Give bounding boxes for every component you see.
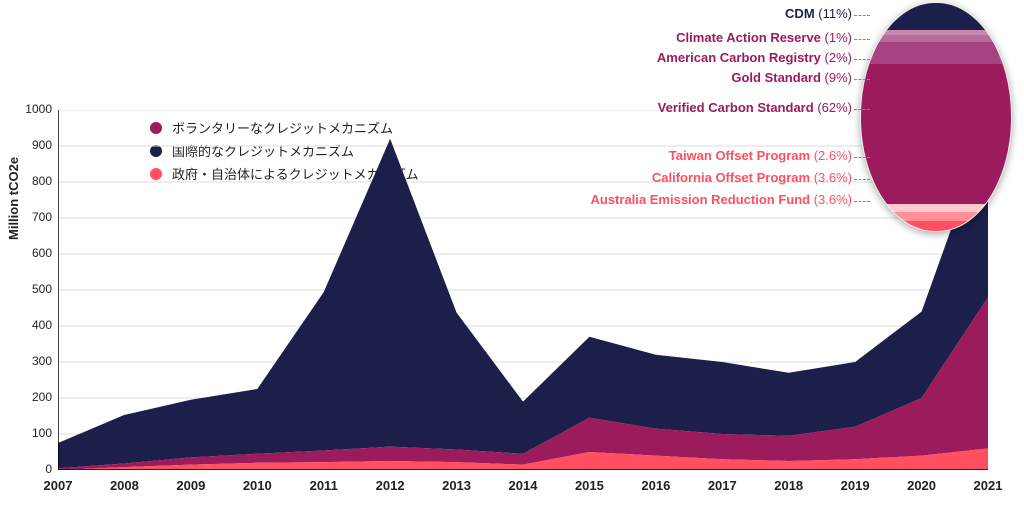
y-tick: 0 [8,462,52,476]
mag-seg-acr [861,35,1011,42]
x-tick: 2014 [498,478,548,493]
leader-line [854,59,870,60]
callout-gs: Gold Standard (9%) [731,70,852,85]
leader-line [854,157,870,158]
y-tick: 500 [8,282,52,296]
x-tick: 2020 [897,478,947,493]
x-tick: 2009 [166,478,216,493]
magnifier-2021-breakdown [860,2,1012,232]
callout-aus: Australia Emission Reduction Fund (3.6%) [591,192,853,207]
x-tick: 2017 [697,478,747,493]
leader-line [854,179,870,180]
leader-line [854,15,870,16]
y-tick: 300 [8,354,52,368]
y-tick: 900 [8,138,52,152]
callout-acr: American Carbon Registry (2%) [657,50,852,65]
y-tick: 100 [8,426,52,440]
x-tick: 2019 [830,478,880,493]
x-tick: 2012 [365,478,415,493]
x-tick: 2010 [232,478,282,493]
y-tick: 200 [8,390,52,404]
callout-vcs: Verified Carbon Standard (62%) [658,100,852,115]
leader-line [854,79,870,80]
callout-cdm: CDM (11%) [785,6,852,21]
x-tick: 2016 [631,478,681,493]
stacked-area-chart [58,110,988,470]
x-tick: 2021 [963,478,1013,493]
leader-line [854,201,870,202]
callout-taiwan: Taiwan Offset Program (2.6%) [669,148,852,163]
mag-seg-vcs [861,64,1011,205]
y-axis-title: Million tCO2e [6,157,21,240]
mag-seg-cdm [861,3,1011,30]
leader-line [854,109,870,110]
x-tick: 2015 [564,478,614,493]
y-tick: 400 [8,318,52,332]
mag-seg-gs [861,42,1011,64]
y-tick: 600 [8,246,52,260]
leader-line [854,39,870,40]
y-tick: 700 [8,210,52,224]
callout-car: Climate Action Reserve (1%) [676,30,852,45]
y-tick: 1000 [8,102,52,116]
x-tick: 2018 [764,478,814,493]
y-tick: 800 [8,174,52,188]
x-tick: 2008 [99,478,149,493]
callout-california: California Offset Program (3.6%) [652,170,852,185]
x-tick: 2007 [33,478,83,493]
x-tick: 2013 [432,478,482,493]
x-tick: 2011 [299,478,349,493]
